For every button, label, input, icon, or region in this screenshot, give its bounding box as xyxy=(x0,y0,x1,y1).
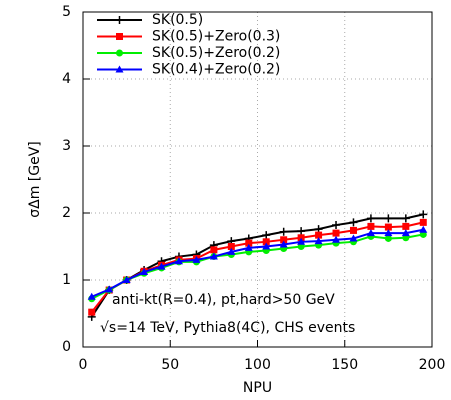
marker xyxy=(297,237,306,245)
marker xyxy=(297,227,306,236)
y-tick-label: 0 xyxy=(62,339,71,355)
marker xyxy=(402,222,410,230)
marker xyxy=(105,285,114,293)
marker xyxy=(122,276,131,283)
legend-label: SK(0.5)+Zero(0.2) xyxy=(152,45,280,61)
marker xyxy=(419,210,428,219)
y-tick-label: 4 xyxy=(62,71,71,87)
marker xyxy=(401,229,410,237)
marker xyxy=(244,243,253,251)
marker xyxy=(262,238,270,246)
marker xyxy=(279,227,288,236)
annotation: anti-kt(R=0.4), pt,hard>50 GeV xyxy=(112,292,335,308)
marker xyxy=(88,308,96,316)
x-tick-label: 0 xyxy=(79,357,88,373)
y-tick-label: 5 xyxy=(62,4,71,20)
y-tick-label: 1 xyxy=(62,272,71,288)
annotation: √s=14 TeV, Pythia8(4C), CHS events xyxy=(100,320,355,336)
plot-frame xyxy=(82,11,433,348)
marker xyxy=(227,243,235,250)
marker xyxy=(349,226,357,234)
marker xyxy=(332,221,341,230)
x-axis-label: NPU xyxy=(243,380,272,396)
marker xyxy=(280,236,288,244)
marker xyxy=(419,225,428,233)
marker xyxy=(366,214,375,223)
marker xyxy=(401,214,410,223)
marker xyxy=(384,214,393,223)
marker xyxy=(332,235,341,243)
legend-label: SK(0.4)+Zero(0.2) xyxy=(152,62,280,78)
marker xyxy=(332,229,340,237)
marker xyxy=(384,223,392,231)
marker xyxy=(116,33,123,40)
marker xyxy=(315,231,323,239)
marker xyxy=(87,292,96,300)
marker xyxy=(210,246,218,254)
marker xyxy=(116,49,123,57)
marker xyxy=(279,240,288,248)
marker xyxy=(192,255,201,263)
marker xyxy=(349,218,358,227)
marker xyxy=(227,247,236,255)
marker xyxy=(209,252,218,260)
marker xyxy=(262,242,271,250)
x-tick-label: 50 xyxy=(161,357,179,373)
series-line xyxy=(91,228,424,298)
marker xyxy=(384,229,393,237)
x-tick-label: 150 xyxy=(331,357,358,373)
x-tick-label: 200 xyxy=(419,357,446,373)
y-axis-label: σΔm [GeV] xyxy=(27,141,43,218)
legend-label: SK(0.5) xyxy=(152,12,203,28)
marker xyxy=(366,229,375,237)
marker xyxy=(367,222,375,230)
marker xyxy=(174,257,183,265)
marker xyxy=(297,234,305,242)
marker xyxy=(314,237,323,245)
marker xyxy=(349,234,358,242)
legend-label: SK(0.5)+Zero(0.3) xyxy=(152,29,280,45)
x-tick-label: 100 xyxy=(244,357,271,373)
marker xyxy=(157,262,166,270)
marker xyxy=(115,65,124,73)
marker xyxy=(245,239,253,247)
y-tick-label: 3 xyxy=(62,138,71,154)
marker xyxy=(419,218,427,226)
marker xyxy=(140,267,149,275)
marker xyxy=(115,16,124,24)
y-tick-label: 2 xyxy=(62,205,71,221)
marker xyxy=(262,231,271,240)
marker xyxy=(384,234,392,242)
